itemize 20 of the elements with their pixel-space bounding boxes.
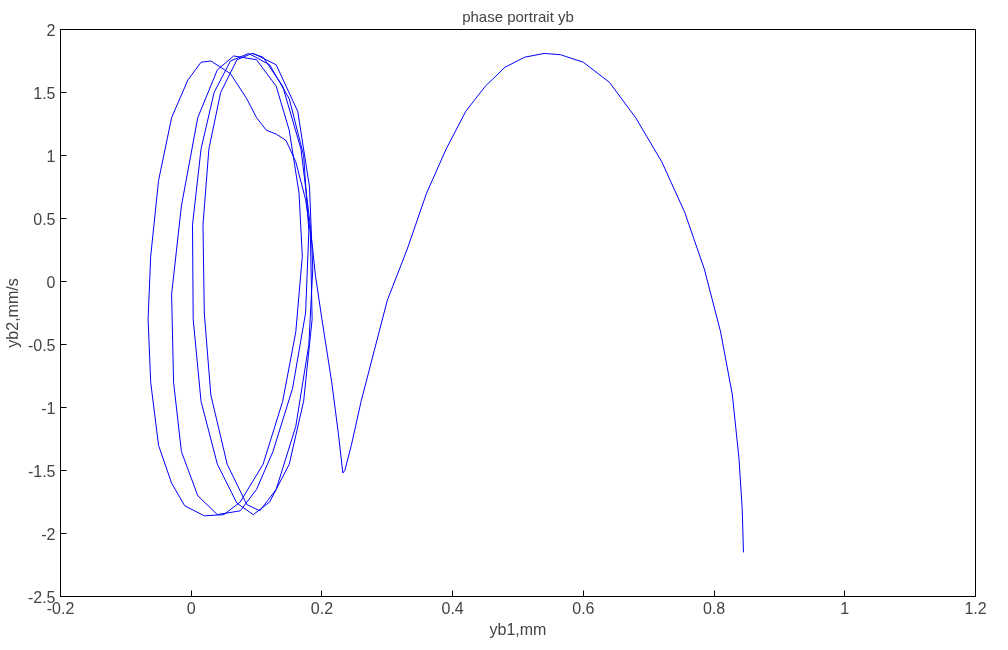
- y-tick-label: -2: [41, 525, 56, 543]
- x-axis-title: yb1,mm: [489, 620, 547, 638]
- x-tick-label: 1.2: [964, 599, 987, 617]
- chart-title: phase portrait yb: [462, 7, 574, 25]
- y-tick-label: 2: [46, 21, 56, 39]
- x-tick-label: 0.2: [310, 599, 334, 617]
- y-tick-label: -0.5: [27, 336, 56, 354]
- y-tick-label: -1: [41, 399, 56, 417]
- y-tick-label: 1: [46, 147, 56, 165]
- y-axis-title: yb2,mm/s: [3, 278, 21, 348]
- x-tick-label: 0: [186, 599, 196, 617]
- y-tick-label: 0: [46, 273, 56, 291]
- x-tick-label: 0.4: [441, 599, 464, 617]
- x-tick-label: 0.8: [702, 599, 726, 617]
- line-series: [147, 52, 744, 553]
- y-tick-label: 0.5: [33, 210, 56, 228]
- y-tick-label: -1.5: [27, 462, 56, 480]
- x-tick-label: 1: [840, 599, 850, 617]
- x-tick-label: 0.6: [572, 599, 595, 617]
- y-tick-label: 1.5: [33, 84, 56, 102]
